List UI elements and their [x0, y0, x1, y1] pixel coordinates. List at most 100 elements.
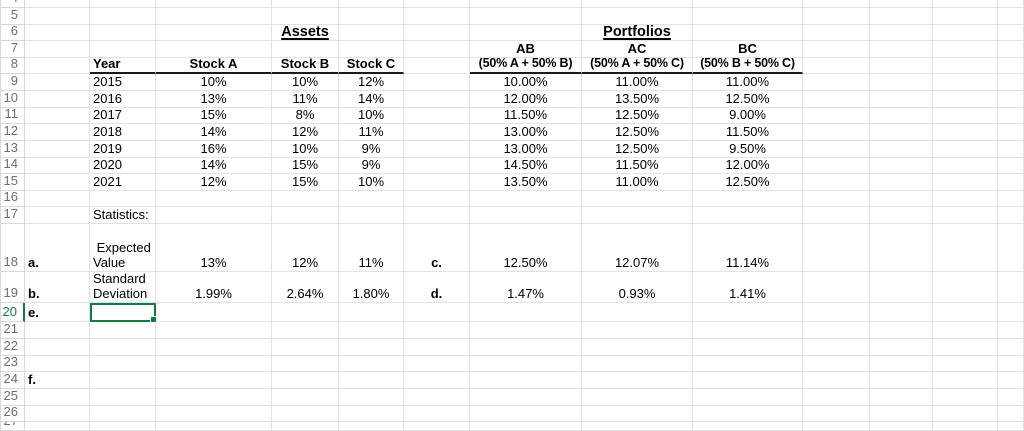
- cell-F13[interactable]: [404, 141, 470, 158]
- cell-H18[interactable]: 12.07%: [582, 224, 693, 272]
- cell-G16[interactable]: [470, 191, 582, 207]
- cell-L15[interactable]: [933, 174, 998, 191]
- cell-D5[interactable]: [272, 8, 339, 25]
- cell-A18[interactable]: a.: [25, 224, 90, 272]
- cell-I16[interactable]: [693, 191, 803, 207]
- cell-D17[interactable]: [272, 207, 339, 224]
- cell-C24[interactable]: [156, 372, 272, 389]
- cell-F5[interactable]: [404, 8, 470, 25]
- cell-G9[interactable]: 10.00%: [470, 74, 582, 91]
- cell-F9[interactable]: [404, 74, 470, 91]
- row-header-12[interactable]: 12: [0, 124, 25, 141]
- cell-F7[interactable]: [404, 41, 470, 58]
- cell-B20[interactable]: [90, 303, 157, 323]
- cell-J20[interactable]: [803, 303, 870, 322]
- cell-I14[interactable]: 12.00%: [693, 158, 803, 174]
- row-header-6[interactable]: 6: [0, 25, 25, 41]
- cell-B19[interactable]: Standard Deviation: [90, 272, 156, 303]
- cell-F25[interactable]: [404, 389, 470, 406]
- cell-M19[interactable]: [998, 272, 1024, 303]
- cell-F4[interactable]: [404, 0, 470, 8]
- cell-L5[interactable]: [933, 8, 998, 25]
- cell-H22[interactable]: [582, 339, 693, 356]
- cell-L11[interactable]: [933, 108, 998, 124]
- cell-C6[interactable]: [156, 25, 272, 41]
- cell-I24[interactable]: [693, 372, 803, 389]
- cell-H7[interactable]: AC: [582, 41, 693, 58]
- cell-C19[interactable]: 1.99%: [156, 272, 272, 303]
- cell-B4[interactable]: [90, 0, 156, 8]
- cell-M15[interactable]: [998, 174, 1024, 191]
- cell-B12[interactable]: 2018: [90, 124, 156, 141]
- cell-H4[interactable]: [582, 0, 693, 8]
- row-header-26[interactable]: 26: [0, 406, 25, 422]
- cell-M26[interactable]: [998, 406, 1024, 422]
- cell-F12[interactable]: [404, 124, 470, 141]
- cell-J16[interactable]: [803, 191, 870, 207]
- cell-B10[interactable]: 2016: [90, 91, 156, 108]
- cell-H21[interactable]: [582, 322, 693, 339]
- cell-E14[interactable]: 9%: [339, 158, 404, 174]
- cell-M13[interactable]: [998, 141, 1024, 158]
- cell-L10[interactable]: [933, 91, 998, 108]
- cell-L27[interactable]: [933, 422, 998, 431]
- cell-D25[interactable]: [272, 389, 339, 406]
- cell-C25[interactable]: [156, 389, 272, 406]
- cell-A12[interactable]: [25, 124, 90, 141]
- cell-H9[interactable]: 11.00%: [582, 74, 693, 91]
- cell-G6[interactable]: [470, 25, 582, 41]
- cell-M14[interactable]: [998, 158, 1024, 174]
- cell-F11[interactable]: [404, 108, 470, 124]
- cell-J21[interactable]: [803, 322, 870, 339]
- cell-A14[interactable]: [25, 158, 90, 174]
- cell-G4[interactable]: [470, 0, 582, 8]
- cell-E16[interactable]: [339, 191, 404, 207]
- cell-J8[interactable]: [803, 58, 870, 74]
- cell-E22[interactable]: [339, 339, 404, 356]
- cell-G24[interactable]: [470, 372, 582, 389]
- cell-M9[interactable]: [998, 74, 1024, 91]
- cell-D22[interactable]: [272, 339, 339, 356]
- row-header-23[interactable]: 23: [0, 356, 25, 372]
- cell-H10[interactable]: 13.50%: [582, 91, 693, 108]
- cell-A5[interactable]: [25, 8, 90, 25]
- cell-E18[interactable]: 11%: [339, 224, 404, 272]
- cell-H5[interactable]: [582, 8, 693, 25]
- cell-B14[interactable]: 2020: [90, 158, 156, 174]
- cell-G5[interactable]: [470, 8, 582, 25]
- cell-H19[interactable]: 0.93%: [582, 272, 693, 303]
- cell-C27[interactable]: [156, 422, 272, 431]
- cell-G19[interactable]: 1.47%: [470, 272, 582, 303]
- cell-D26[interactable]: [272, 406, 339, 422]
- cell-K13[interactable]: [870, 141, 933, 158]
- cell-D21[interactable]: [272, 322, 339, 339]
- cell-H23[interactable]: [582, 356, 693, 372]
- cell-L25[interactable]: [933, 389, 998, 406]
- cell-A26[interactable]: [25, 406, 90, 422]
- cell-J5[interactable]: [803, 8, 870, 25]
- cell-B8[interactable]: Year: [90, 58, 156, 74]
- cell-I26[interactable]: [693, 406, 803, 422]
- cell-J10[interactable]: [803, 91, 870, 108]
- cell-D27[interactable]: [272, 422, 339, 431]
- row-header-8[interactable]: 8: [0, 58, 25, 74]
- cell-C12[interactable]: 14%: [156, 124, 272, 141]
- cell-B6[interactable]: [90, 25, 156, 41]
- cell-C21[interactable]: [156, 322, 272, 339]
- cell-L8[interactable]: [933, 58, 998, 74]
- cell-E9[interactable]: 12%: [339, 74, 404, 91]
- cell-B23[interactable]: [90, 356, 156, 372]
- cell-F18[interactable]: c.: [404, 224, 470, 272]
- cell-D14[interactable]: 15%: [272, 158, 339, 174]
- cell-M8[interactable]: [998, 58, 1024, 74]
- cell-H17[interactable]: [582, 207, 693, 224]
- cell-F14[interactable]: [404, 158, 470, 174]
- cell-H27[interactable]: [582, 422, 693, 431]
- cell-K6[interactable]: [870, 25, 933, 41]
- cell-L26[interactable]: [933, 406, 998, 422]
- cell-B24[interactable]: [90, 372, 156, 389]
- cell-D11[interactable]: 8%: [272, 108, 339, 124]
- row-header-10[interactable]: 10: [0, 91, 25, 108]
- row-header-21[interactable]: 21: [0, 322, 25, 339]
- cell-D10[interactable]: 11%: [272, 91, 339, 108]
